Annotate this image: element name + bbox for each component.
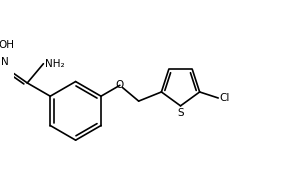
Text: OH: OH (0, 40, 14, 50)
Text: NH₂: NH₂ (45, 59, 64, 69)
Text: N: N (1, 57, 9, 67)
Text: S: S (177, 108, 184, 118)
Text: Cl: Cl (220, 93, 230, 103)
Text: O: O (116, 80, 124, 90)
